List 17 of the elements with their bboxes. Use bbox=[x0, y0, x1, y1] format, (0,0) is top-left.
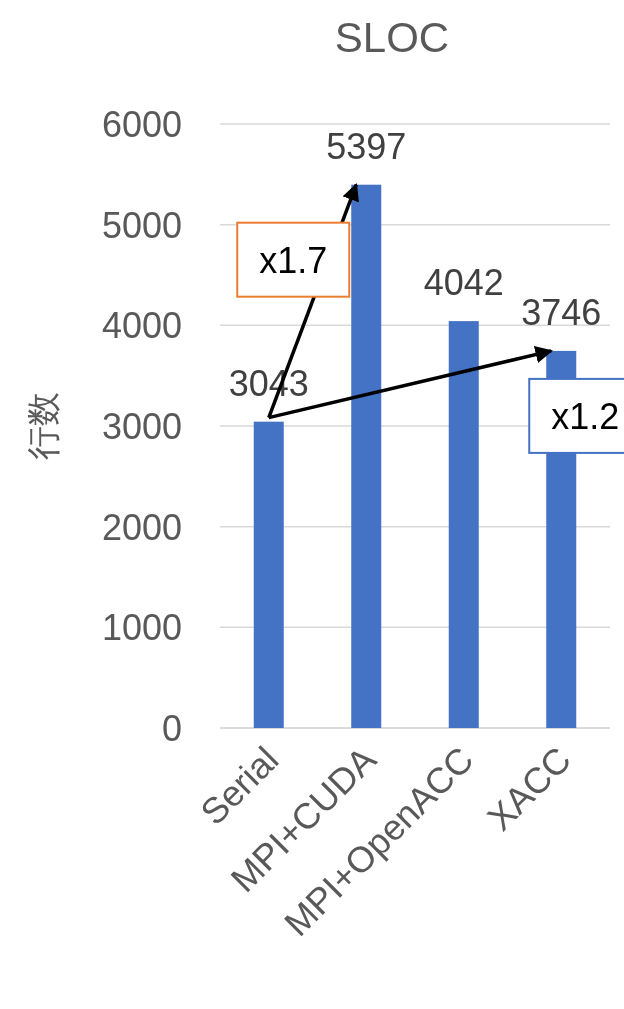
annotation: x1.2 bbox=[551, 395, 620, 437]
data-label: 4042 bbox=[423, 262, 504, 304]
y-tick-label: 6000 bbox=[101, 104, 182, 145]
data-label: 3746 bbox=[521, 291, 602, 333]
data-label: 5397 bbox=[326, 125, 407, 167]
y-tick-label: 4000 bbox=[101, 305, 182, 347]
bar bbox=[253, 421, 284, 728]
bar bbox=[448, 321, 479, 728]
y-axis-title: 行数 bbox=[24, 392, 62, 460]
y-tick-label: 0 bbox=[161, 708, 182, 749]
y-tick-label: 5000 bbox=[101, 204, 182, 246]
y-tick-label: 2000 bbox=[101, 506, 182, 548]
annotation: x1.7 bbox=[259, 239, 328, 281]
y-tick-label: 1000 bbox=[101, 607, 182, 649]
y-tick-label: 3000 bbox=[101, 406, 182, 447]
bar bbox=[351, 184, 382, 728]
chart-title: SLOC bbox=[334, 14, 450, 61]
